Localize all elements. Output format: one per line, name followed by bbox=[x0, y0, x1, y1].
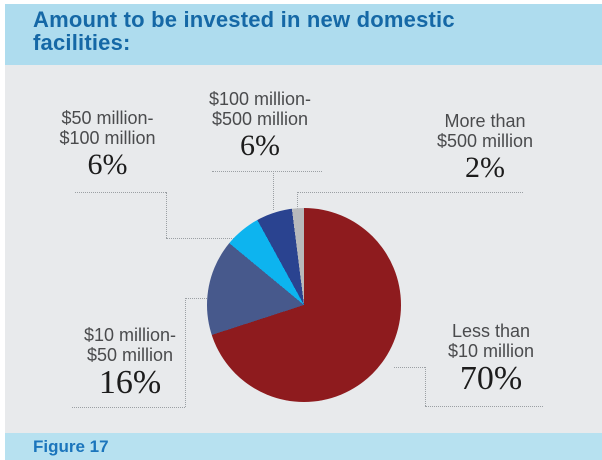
callout-10m-50m: $10 million- $50 million 16% bbox=[65, 325, 195, 400]
figure-caption-bar bbox=[5, 433, 602, 460]
leader-line-segment bbox=[394, 367, 425, 368]
callout-label-line: $100 million- bbox=[208, 89, 312, 109]
leader-line-segment bbox=[212, 171, 322, 172]
leader-line-segment bbox=[425, 406, 543, 407]
leader-line-segment bbox=[297, 192, 298, 209]
callout-less-than-10m: Less than $10 million 70% bbox=[432, 321, 550, 396]
leader-line-segment bbox=[185, 298, 207, 299]
callout-label-line: Less than bbox=[451, 321, 531, 341]
callout-50m-100m: $50 million- $100 million 6% bbox=[40, 108, 175, 181]
callout-label-line: $500 million bbox=[436, 131, 534, 151]
leader-line-segment bbox=[297, 192, 523, 193]
leader-line-segment bbox=[273, 171, 274, 210]
callout-more-than-500m: More than $500 million 2% bbox=[420, 111, 550, 184]
leader-line-segment bbox=[166, 192, 167, 238]
callout-percent: 16% bbox=[98, 364, 162, 401]
callout-percent: 2% bbox=[465, 151, 505, 184]
pie-chart bbox=[207, 208, 401, 402]
chart-title-line1: Amount to be invested in new domestic bbox=[33, 7, 455, 32]
callout-label-line: $10 million bbox=[447, 341, 535, 361]
chart-title: Amount to be invested in new domestic fa… bbox=[33, 8, 573, 54]
figure-caption: Figure 17 bbox=[33, 437, 109, 456]
callout-label-line: $50 million bbox=[86, 345, 174, 365]
callout-label-line: $50 million- bbox=[61, 108, 154, 128]
callout-percent: 70% bbox=[459, 360, 523, 397]
leader-line-segment bbox=[166, 238, 234, 239]
callout-100m-500m: $100 million- $500 million 6% bbox=[202, 89, 318, 162]
callout-label-line: $100 million bbox=[59, 128, 156, 148]
leader-line-segment bbox=[75, 192, 166, 193]
callout-label-line: $10 million- bbox=[83, 325, 177, 345]
callout-percent: 6% bbox=[87, 148, 128, 181]
callout-percent: 6% bbox=[240, 129, 280, 162]
leader-line-segment bbox=[425, 367, 426, 406]
leader-line-segment bbox=[72, 407, 185, 408]
leader-line-segment bbox=[185, 298, 186, 407]
callout-label-line: More than bbox=[444, 111, 526, 131]
chart-title-bar: Amount to be invested in new domestic fa… bbox=[5, 4, 602, 65]
chart-title-line2: facilities: bbox=[33, 30, 131, 55]
callout-label-line: $500 million bbox=[211, 109, 309, 129]
